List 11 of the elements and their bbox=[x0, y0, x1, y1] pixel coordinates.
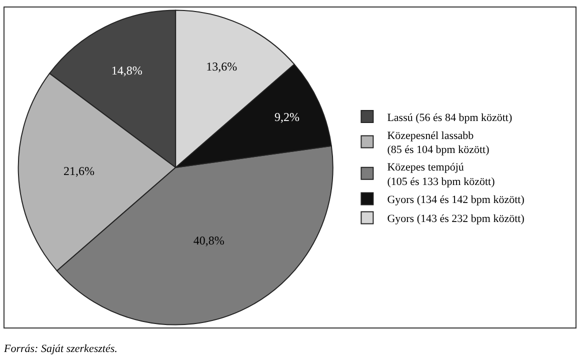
data-label: 21,6% bbox=[64, 164, 95, 178]
legend-label: Lassú (56 és 84 bpm között) bbox=[387, 112, 512, 124]
text: Forrás: Saját szerkesztés. bbox=[3, 343, 118, 355]
legend-label: Gyors (134 és 142 bpm között) bbox=[387, 194, 525, 206]
legend-label: Közepes tempójú (105 és 133 bpm között) bbox=[387, 162, 496, 188]
legend-label: Közepesnél lassabb (85 és 104 bpm között) bbox=[387, 130, 490, 156]
legend-label: Gyors (143 és 232 bpm között) bbox=[387, 212, 525, 225]
data-label: 9,2% bbox=[274, 110, 300, 124]
data-label: 13,6% bbox=[206, 59, 238, 74]
data-label: 14,8% bbox=[111, 63, 142, 78]
data-label: 40,8% bbox=[193, 234, 224, 248]
